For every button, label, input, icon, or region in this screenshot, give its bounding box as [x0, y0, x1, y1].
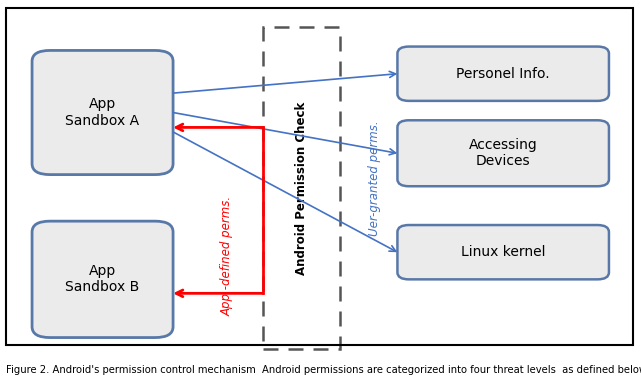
- FancyBboxPatch shape: [397, 120, 609, 186]
- Text: App.-defined perms.: App.-defined perms.: [221, 196, 234, 316]
- Text: App
Sandbox B: App Sandbox B: [65, 264, 140, 294]
- FancyBboxPatch shape: [397, 47, 609, 101]
- Text: Android Permission Check: Android Permission Check: [295, 102, 308, 275]
- FancyBboxPatch shape: [32, 50, 173, 175]
- Text: Uer-granted perms.: Uer-granted perms.: [369, 121, 381, 236]
- Text: Figure 2. Android's permission control mechanism  Android permissions are catego: Figure 2. Android's permission control m…: [6, 365, 641, 375]
- Text: Linux kernel: Linux kernel: [461, 245, 545, 259]
- FancyBboxPatch shape: [397, 225, 609, 279]
- Text: Personel Info.: Personel Info.: [456, 67, 550, 81]
- Text: Accessing
Devices: Accessing Devices: [469, 138, 538, 168]
- Text: App
Sandbox A: App Sandbox A: [65, 97, 140, 128]
- FancyBboxPatch shape: [32, 221, 173, 338]
